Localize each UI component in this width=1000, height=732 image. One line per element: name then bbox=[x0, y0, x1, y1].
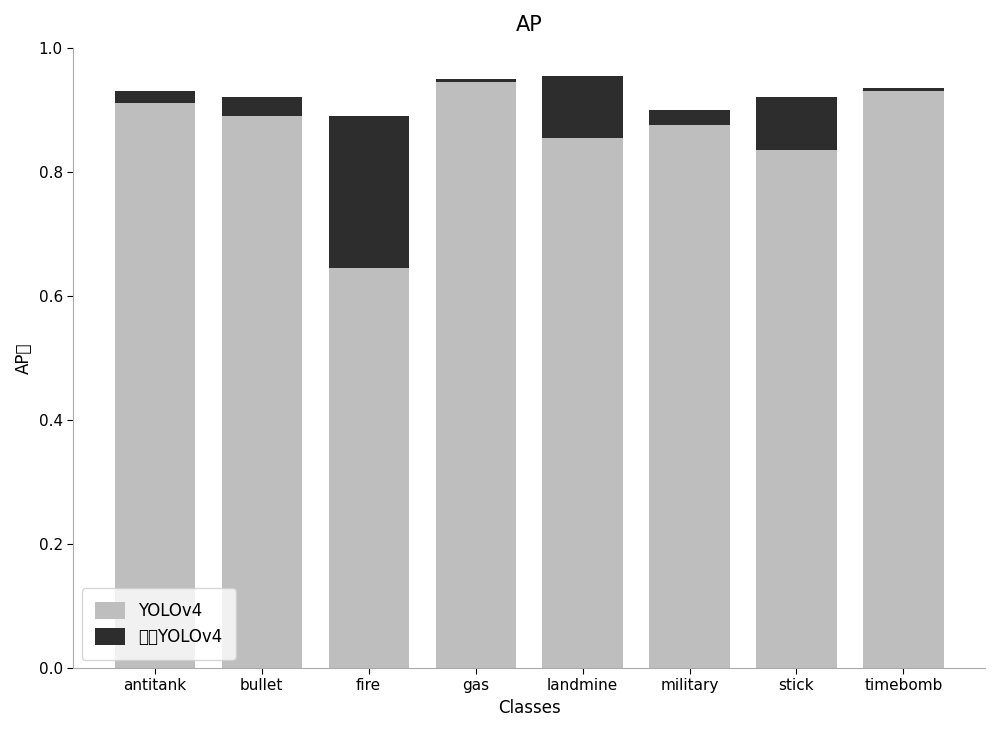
Bar bbox=[863, 88, 944, 91]
Bar bbox=[222, 97, 302, 116]
Title: AP: AP bbox=[516, 15, 542, 35]
Bar bbox=[649, 125, 730, 668]
X-axis label: Classes: Classes bbox=[498, 699, 560, 717]
Legend: YOLOv4, 改进YOLOv4: YOLOv4, 改进YOLOv4 bbox=[82, 589, 236, 660]
Bar bbox=[542, 75, 623, 138]
Bar bbox=[863, 91, 944, 668]
Bar bbox=[115, 91, 195, 103]
Bar bbox=[436, 82, 516, 668]
Bar bbox=[436, 78, 516, 82]
Bar bbox=[542, 138, 623, 668]
Y-axis label: AP值: AP值 bbox=[15, 342, 33, 373]
Bar bbox=[756, 97, 837, 150]
Bar bbox=[115, 103, 195, 668]
Bar bbox=[329, 116, 409, 268]
Bar bbox=[329, 268, 409, 668]
Bar bbox=[222, 116, 302, 668]
Bar bbox=[649, 110, 730, 125]
Bar bbox=[756, 150, 837, 668]
